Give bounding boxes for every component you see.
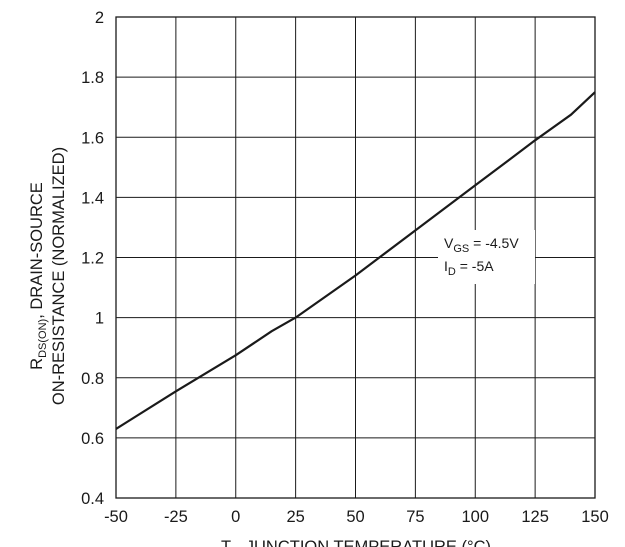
y-tick-label: 1.2: [81, 250, 104, 268]
annotation-id-value: = -5A: [456, 258, 494, 274]
x-tick-label: 0: [231, 508, 240, 526]
series-line: [115, 91, 596, 430]
y-tick-label: 1.8: [81, 69, 104, 87]
annotation-vgs-symbol: V: [444, 235, 454, 251]
x-tick-label: -50: [104, 508, 128, 526]
y-tick-label: 0.4: [81, 490, 104, 508]
annotation-id-subscript: D: [448, 266, 456, 278]
y-axis-title-line2: ON-RESISTANCE (NORMALIZED): [50, 147, 68, 405]
plot-frame: [115, 16, 596, 499]
x-tick-label: 50: [346, 508, 364, 526]
x-tick-label: 75: [406, 508, 424, 526]
annotation-vgs: VGS = -4.5V: [444, 235, 519, 255]
y-axis-title-text: , DRAIN-SOURCE: [28, 182, 46, 319]
annotation-background: [438, 230, 535, 284]
y-axis-title-symbol: R: [28, 358, 46, 370]
annotation-id: ID = -5A: [444, 258, 494, 278]
x-axis-title-text: , JUNCTION TEMPERATURE (°C): [237, 538, 491, 547]
x-tick-label: 125: [521, 508, 549, 526]
x-axis-title-symbol: T: [221, 538, 231, 547]
x-tick-label: -25: [164, 508, 188, 526]
annotation-id-symbol: I: [444, 258, 448, 274]
y-tick-label: 0.8: [81, 370, 104, 388]
y-tick-label: 2: [95, 9, 104, 27]
x-tick-labels: -50 -25 0 25 50 75 100 125 150: [104, 508, 609, 526]
y-tick-label: 1.4: [81, 189, 104, 207]
x-axis-title: TJ, JUNCTION TEMPERATURE (°C): [221, 538, 491, 547]
x-tick-label: 150: [581, 508, 609, 526]
x-tick-label: 25: [286, 508, 304, 526]
annotation-vgs-value: = -4.5V: [469, 235, 519, 251]
y-axis-title-line1: RDS(ON), DRAIN-SOURCE: [28, 182, 49, 370]
y-tick-label: 1: [95, 310, 104, 328]
y-tick-labels: 0.4 0.6 0.8 1 1.2 1.4 1.6 1.8 2: [81, 9, 104, 508]
y-axis-title-subscript: DS(ON): [37, 319, 49, 358]
y-tick-label: 0.6: [81, 430, 104, 448]
y-tick-label: 1.6: [81, 129, 104, 147]
x-tick-label: 100: [461, 508, 489, 526]
annotation-vgs-subscript: GS: [453, 243, 469, 255]
